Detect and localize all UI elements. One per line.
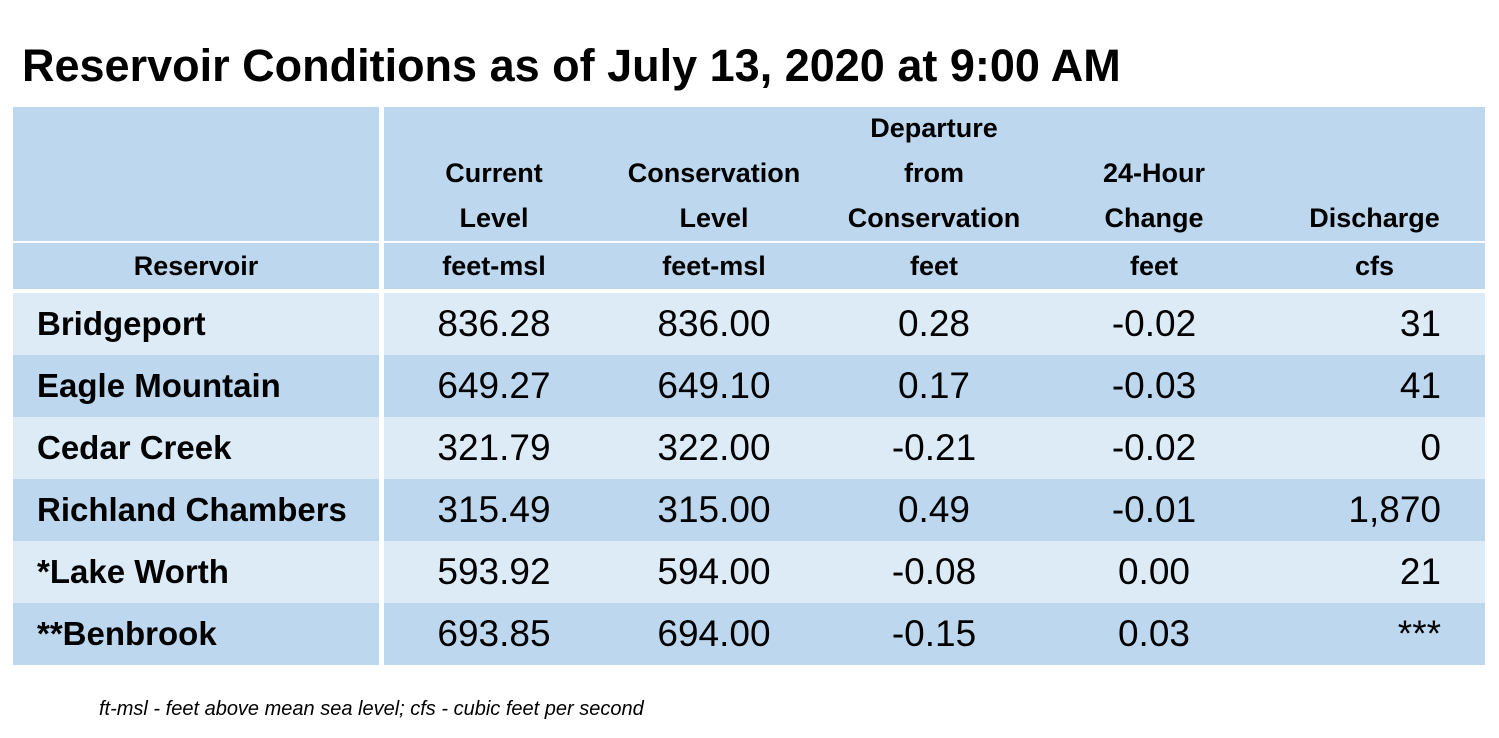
page-title: Reservoir Conditions as of July 13, 2020… (22, 40, 1121, 91)
unit-24-hour-change: feet (1044, 243, 1264, 289)
header-label-line: Departure (870, 113, 998, 143)
reservoir-name: Eagle Mountain (13, 355, 379, 417)
header-divider (13, 241, 1485, 243)
header-label-line: Change (1104, 203, 1204, 233)
change-value: -0.03 (1044, 355, 1264, 417)
unit-conservation-level: feet-msl (604, 243, 824, 289)
change-value: -0.02 (1044, 293, 1264, 355)
discharge-value: *** (1264, 603, 1485, 665)
current-level-value: 693.85 (384, 603, 604, 665)
current-level-value: 836.28 (384, 293, 604, 355)
header-label-line: Level (679, 203, 749, 233)
current-level-value: 315.49 (384, 479, 604, 541)
discharge-value: 41 (1264, 355, 1485, 417)
change-value: -0.02 (1044, 417, 1264, 479)
departure-value: -0.08 (824, 541, 1044, 603)
header-reservoir (13, 107, 379, 241)
current-level-value: 321.79 (384, 417, 604, 479)
departure-value: 0.17 (824, 355, 1044, 417)
conservation-level-value: 836.00 (604, 293, 824, 355)
header-conservation-level: Conservation Level (604, 107, 824, 241)
discharge-value: 31 (1264, 293, 1485, 355)
discharge-value: 1,870 (1264, 479, 1485, 541)
conservation-level-value: 694.00 (604, 603, 824, 665)
change-value: 0.03 (1044, 603, 1264, 665)
header-label-line: Discharge (1309, 203, 1440, 233)
conservation-level-value: 322.00 (604, 417, 824, 479)
header-departure: Departure from Conservation (824, 107, 1044, 241)
header-label-line: from (904, 158, 964, 188)
conservation-level-value: 594.00 (604, 541, 824, 603)
column-divider (379, 107, 384, 663)
header-label-line: Level (459, 203, 529, 233)
discharge-value: 0 (1264, 417, 1485, 479)
header-label-line: Current (445, 158, 543, 188)
header-label-line: 24-Hour (1102, 158, 1205, 188)
departure-value: 0.49 (824, 479, 1044, 541)
conservation-level-value: 315.00 (604, 479, 824, 541)
current-level-value: 593.92 (384, 541, 604, 603)
reservoir-name: Cedar Creek (13, 417, 379, 479)
body-divider (13, 289, 1485, 293)
reservoir-name: Richland Chambers (13, 479, 379, 541)
reservoir-table: Current Level Conservation Level Departu… (13, 107, 1485, 665)
conservation-level-value: 649.10 (604, 355, 824, 417)
change-value: -0.01 (1044, 479, 1264, 541)
reservoir-name: *Lake Worth (13, 541, 379, 603)
header-current-level: Current Level (384, 107, 604, 241)
unit-current-level: feet-msl (384, 243, 604, 289)
change-value: 0.00 (1044, 541, 1264, 603)
reservoir-name: **Benbrook (13, 603, 379, 665)
header-label-line: Conservation (627, 158, 801, 188)
reservoir-name: Bridgeport (13, 293, 379, 355)
current-level-value: 649.27 (384, 355, 604, 417)
header-discharge: Discharge (1264, 107, 1485, 241)
discharge-value: 21 (1264, 541, 1485, 603)
departure-value: 0.28 (824, 293, 1044, 355)
unit-departure: feet (824, 243, 1044, 289)
footnote: ft-msl - feet above mean sea level; cfs … (99, 698, 644, 720)
header-reservoir-label: Reservoir (13, 243, 379, 289)
unit-discharge: cfs (1264, 243, 1485, 289)
departure-value: -0.21 (824, 417, 1044, 479)
departure-value: -0.15 (824, 603, 1044, 665)
header-label-line: Conservation (847, 203, 1021, 233)
header-24-hour-change: 24-Hour Change (1044, 107, 1264, 241)
